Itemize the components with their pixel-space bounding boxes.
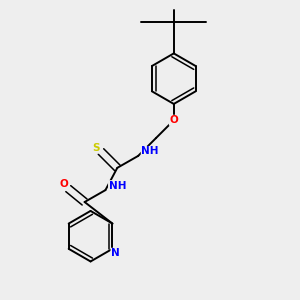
Text: S: S bbox=[92, 143, 99, 153]
Text: NH: NH bbox=[141, 146, 159, 157]
Text: NH: NH bbox=[109, 181, 126, 191]
Text: O: O bbox=[169, 115, 178, 125]
Text: O: O bbox=[59, 179, 68, 189]
Text: N: N bbox=[111, 248, 120, 258]
